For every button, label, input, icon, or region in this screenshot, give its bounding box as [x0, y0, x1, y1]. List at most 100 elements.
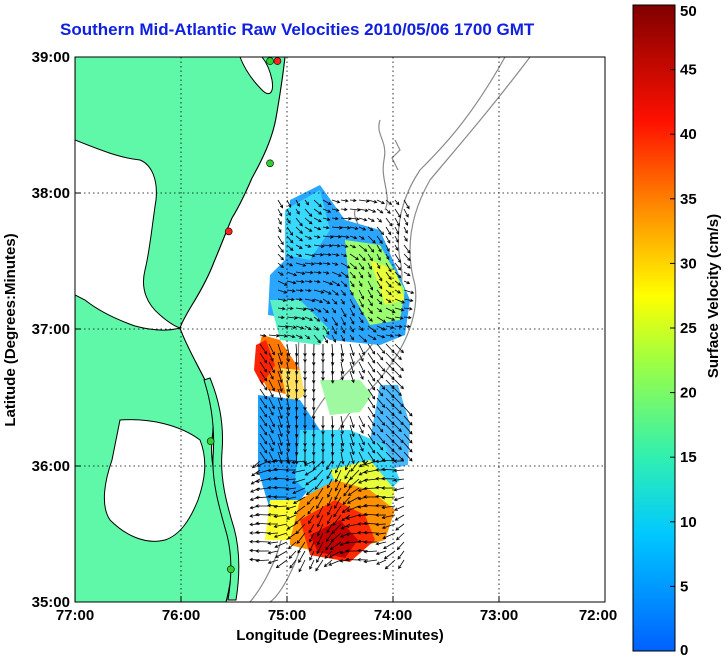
velocity-arrow	[298, 550, 306, 564]
velocity-arrow	[363, 495, 378, 499]
velocity-arrow	[322, 325, 330, 335]
velocity-arrow	[403, 315, 412, 320]
velocity-arrow	[273, 485, 288, 490]
velocity-arrow	[393, 487, 405, 492]
velocity-arrow	[313, 469, 324, 481]
velocity-arrow	[367, 199, 378, 204]
velocity-arrow	[255, 549, 270, 553]
velocity-arrow	[403, 253, 411, 262]
velocity-arrow	[331, 298, 338, 305]
velocity-arrow	[322, 243, 333, 248]
velocity-arrow	[381, 486, 396, 490]
velocity-arrow	[394, 442, 402, 451]
velocity-arrow	[277, 442, 283, 456]
velocity-arrow	[326, 514, 333, 525]
velocity-arrow	[403, 324, 411, 329]
velocity-arrow	[340, 262, 351, 269]
velocity-arrow	[259, 379, 268, 391]
velocity-arrow	[322, 280, 334, 286]
velocity-arrow	[306, 496, 315, 506]
velocity-arrow	[289, 559, 297, 569]
velocity-arrow	[349, 352, 355, 366]
velocity-arrow	[330, 532, 342, 543]
velocity-arrow	[394, 217, 400, 227]
velocity-arrow	[403, 289, 415, 294]
velocity-arrow	[250, 487, 261, 493]
velocity-arrow	[340, 370, 344, 381]
velocity-arrow	[385, 289, 392, 296]
velocity-arrow	[331, 325, 337, 335]
velocity-arrow	[349, 325, 355, 333]
velocity-arrow	[268, 433, 275, 446]
velocity-arrow	[376, 271, 383, 282]
velocity-arrow	[358, 235, 365, 240]
velocity-arrow	[330, 451, 335, 465]
velocity-arrow	[385, 217, 393, 227]
velocity-arrow	[367, 226, 374, 232]
velocity-arrow	[394, 361, 404, 372]
velocity-arrow	[385, 298, 392, 303]
velocity-arrow	[268, 361, 275, 374]
velocity-arrow	[325, 541, 333, 551]
x-tick-label: 74:00	[374, 607, 412, 624]
velocity-arrow	[331, 243, 341, 248]
velocity-arrow	[358, 217, 368, 222]
velocity-arrow	[358, 343, 365, 356]
velocity-arrow	[277, 451, 283, 465]
velocity-arrow	[268, 406, 274, 416]
velocity-arrow	[376, 406, 384, 415]
velocity-arrow	[322, 208, 332, 213]
velocity-arrow	[394, 253, 401, 264]
velocity-arrow	[359, 460, 369, 468]
velocity-arrow	[394, 298, 406, 304]
velocity-arrow	[285, 496, 297, 501]
velocity-arrow	[358, 424, 364, 434]
velocity-arrow	[403, 280, 411, 285]
velocity-arrow	[376, 559, 387, 565]
velocity-arrow	[293, 505, 306, 515]
velocity-arrow	[340, 316, 346, 326]
x-tick-label: 77:00	[56, 607, 94, 624]
velocity-arrow	[268, 370, 274, 380]
velocity-arrow	[331, 226, 343, 230]
velocity-arrow	[313, 307, 322, 313]
colorbar-tick-label: 15	[680, 449, 697, 466]
velocity-arrow	[375, 550, 387, 556]
velocity-arrow	[322, 217, 331, 221]
velocity-arrow	[314, 478, 324, 491]
velocity-arrow	[357, 505, 369, 509]
velocity-arrow	[255, 530, 270, 535]
velocity-arrow	[277, 217, 282, 225]
velocity-arrow	[367, 343, 376, 355]
velocity-arrow	[349, 424, 355, 438]
velocity-arrow	[313, 298, 324, 304]
velocity-arrow	[375, 541, 387, 546]
velocity-arrow	[363, 540, 378, 544]
velocity-arrow	[322, 307, 329, 314]
velocity-arrow	[367, 325, 377, 333]
velocity-arrow	[309, 541, 315, 552]
velocity-arrow	[363, 486, 378, 491]
velocity-arrow	[385, 262, 392, 273]
velocity-arrow	[316, 496, 324, 510]
velocity-arrow	[259, 352, 268, 364]
velocity-arrow	[385, 388, 395, 399]
velocity-arrow	[367, 271, 372, 279]
velocity-arrow	[295, 235, 304, 242]
velocity-arrow	[326, 532, 333, 543]
velocity-arrow	[259, 333, 267, 338]
velocity-arrow	[394, 370, 402, 379]
velocity-arrow	[340, 298, 345, 305]
velocity-arrow	[321, 370, 325, 381]
velocity-arrow	[358, 478, 369, 484]
velocity-arrow	[348, 478, 360, 489]
velocity-arrow	[367, 307, 373, 315]
velocity-arrow	[328, 550, 342, 558]
velocity-arrow	[340, 334, 345, 342]
velocity-arrow	[363, 521, 378, 526]
velocity-arrow	[313, 334, 321, 344]
velocity-arrow	[249, 531, 261, 535]
velocity-arrow	[375, 513, 387, 517]
velocity-arrow	[316, 523, 324, 537]
colorbar-tick-label: 45	[680, 62, 697, 79]
